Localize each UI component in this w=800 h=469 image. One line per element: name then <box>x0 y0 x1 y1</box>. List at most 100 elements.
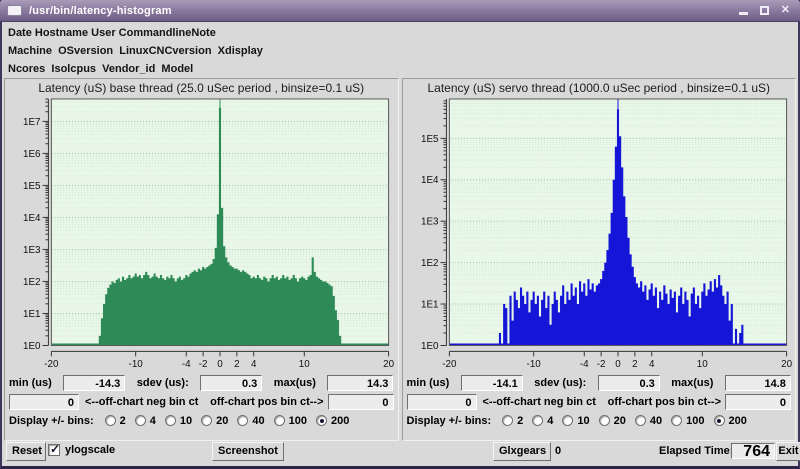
svg-text:10: 10 <box>299 359 310 370</box>
svg-text:2: 2 <box>632 359 637 370</box>
svg-text:1E3: 1E3 <box>23 245 41 256</box>
maximize-icon[interactable] <box>759 6 769 15</box>
bins-radio-100[interactable]: 100 <box>273 414 308 427</box>
bins-radio-40[interactable]: 40 <box>237 414 265 427</box>
sdev-label: sdev (us): <box>534 376 587 389</box>
bins-radio-group: 2 4 10 20 40 100 200 <box>96 414 349 427</box>
footer-bar: Reset ✓ ylogscale Screenshot Glxgears 0 … <box>4 440 800 464</box>
bins-radio-label: 20 <box>216 414 229 427</box>
svg-text:-10: -10 <box>526 359 541 370</box>
glxgears-button[interactable]: Glxgears <box>493 442 551 461</box>
reset-button[interactable]: Reset <box>6 442 46 461</box>
header-line-date: Date Hostname User CommandlineNote <box>8 27 216 39</box>
bins-radio-label: 2 <box>119 414 126 427</box>
charts-area: Latency (uS) base thread (25.0 uSec peri… <box>4 78 796 441</box>
svg-text:2: 2 <box>234 359 239 370</box>
elapsed-time-entry[interactable]: 764 <box>731 443 775 460</box>
radio-icon <box>201 415 213 427</box>
min-label: min (us) <box>406 376 450 389</box>
bins-radio-10[interactable]: 10 <box>164 415 192 427</box>
neg-count-entry[interactable]: 0 <box>9 393 79 410</box>
radio-icon <box>134 415 146 427</box>
svg-text:1E0: 1E0 <box>421 341 439 352</box>
neg-count-entry[interactable]: 0 <box>406 393 477 410</box>
bins-radio-2[interactable]: 2 <box>502 415 523 427</box>
min-entry[interactable]: -14.1 <box>460 374 523 391</box>
svg-text:-20: -20 <box>44 359 59 370</box>
bins-radio-10[interactable]: 10 <box>562 414 590 427</box>
bins-radio-100[interactable]: 100 <box>671 415 705 427</box>
bins-radio-label: 100 <box>288 414 308 427</box>
svg-text:20: 20 <box>383 359 394 370</box>
radio-icon <box>532 415 544 427</box>
neg-count-label: <--off-chart neg bin ct <box>482 395 596 408</box>
svg-text:1E7: 1E7 <box>23 117 41 128</box>
bins-label: Display +/- bins: <box>9 414 94 427</box>
minimize-icon[interactable] <box>738 12 748 15</box>
bins-radio-label: 40 <box>252 414 265 427</box>
header-line-machine: Machine OSversion LinuxCNCversion Xdispl… <box>8 45 263 57</box>
screenshot-button[interactable]: Screenshot <box>212 442 284 461</box>
svg-text:-20: -20 <box>442 359 457 370</box>
sdev-entry[interactable]: 0.3 <box>597 374 660 391</box>
svg-text:0: 0 <box>217 359 223 370</box>
exit-button[interactable]: Exit <box>776 442 800 461</box>
max-entry[interactable]: 14.8 <box>724 374 791 391</box>
min-label: min (us) <box>9 376 52 389</box>
window-icon <box>7 5 22 16</box>
radio-icon <box>562 415 574 427</box>
svg-text:1E4: 1E4 <box>23 213 41 224</box>
window-title: /usr/bin/latency-histogram <box>29 4 172 17</box>
svg-text:1E6: 1E6 <box>23 149 41 160</box>
elapsed-time-label: Elapsed Time: <box>659 445 734 457</box>
bins-radio-group: 2 4 10 20 40 100 200 <box>493 415 747 427</box>
svg-text:1E5: 1E5 <box>421 134 439 145</box>
checkbox-icon: ✓ <box>48 442 60 456</box>
svg-text:1E4: 1E4 <box>421 175 439 186</box>
bins-radio-40[interactable]: 40 <box>634 415 662 427</box>
bins-radio-20[interactable]: 20 <box>201 415 228 427</box>
pos-count-entry[interactable]: 0 <box>725 393 791 410</box>
bins-radio-200[interactable]: 200 <box>316 415 349 427</box>
bins-radio-4[interactable]: 4 <box>134 415 156 427</box>
pos-count-label: off-chart pos bin ct--> <box>607 395 721 408</box>
bins-radio-200[interactable]: 200 <box>713 414 747 427</box>
bins-radio-label: 10 <box>577 414 590 427</box>
bins-radio-4[interactable]: 4 <box>532 415 553 427</box>
pos-count-entry[interactable]: 0 <box>327 393 394 410</box>
neg-count-label: <--off-chart neg bin ct <box>85 395 199 408</box>
svg-text:0: 0 <box>615 359 621 370</box>
bins-radio-label: 200 <box>728 414 747 427</box>
sdev-entry[interactable]: 0.3 <box>200 374 263 391</box>
bins-radio-2[interactable]: 2 <box>104 414 126 427</box>
svg-text:-2: -2 <box>596 359 605 370</box>
radio-icon <box>316 415 328 427</box>
svg-text:-4: -4 <box>579 359 588 370</box>
titlebar[interactable]: /usr/bin/latency-histogram ✕ <box>0 0 800 22</box>
radio-icon <box>104 415 116 427</box>
radio-icon <box>237 415 249 427</box>
max-label: max(us) <box>671 376 714 389</box>
radio-icon <box>671 415 683 427</box>
ylogscale-checkbox[interactable]: ✓ ylogscale <box>48 442 115 456</box>
radio-icon <box>502 415 514 427</box>
base-chart-title: Latency (uS) base thread (25.0 uSec peri… <box>38 81 365 95</box>
svg-text:1E5: 1E5 <box>23 181 41 192</box>
svg-text:4: 4 <box>251 359 257 370</box>
radio-icon <box>164 415 176 427</box>
min-entry[interactable]: -14.3 <box>63 374 126 391</box>
radio-icon <box>598 415 610 427</box>
radio-icon <box>634 415 646 427</box>
max-entry[interactable]: 14.3 <box>327 374 394 391</box>
close-icon[interactable]: ✕ <box>780 4 790 16</box>
radio-icon <box>713 415 725 427</box>
svg-text:1E2: 1E2 <box>23 277 41 288</box>
svg-text:1E1: 1E1 <box>23 309 41 320</box>
svg-text:-4: -4 <box>182 359 191 370</box>
bins-radio-20[interactable]: 20 <box>598 415 626 427</box>
servo-thread-panel: Latency (uS) servo thread (1000.0 uSec p… <box>401 78 796 441</box>
bins-radio-label: 200 <box>331 414 350 427</box>
